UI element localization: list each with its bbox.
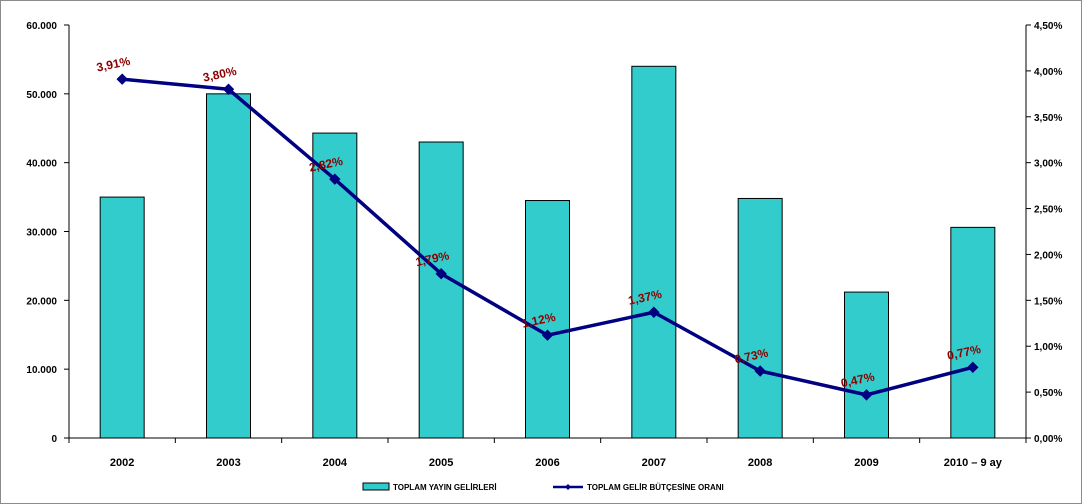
y-left-tick-label: 10.000 — [26, 365, 57, 376]
bar-0 — [99, 196, 145, 439]
y-right-tick-label: 3,50% — [1034, 113, 1062, 124]
line-marker-5 — [648, 306, 660, 318]
legend-swatch-bar — [362, 482, 390, 491]
y-right-tick-label: 0,50% — [1034, 388, 1062, 399]
data-label: 1,37% — [627, 287, 664, 308]
data-label: 0,47% — [840, 369, 877, 390]
line-marker-7 — [860, 389, 873, 401]
legend-label-line: TOPLAM GELİR BÜTÇESİNE ORANI — [587, 483, 724, 492]
data-label: 3,91% — [95, 54, 132, 75]
x-tick-label: 2008 — [748, 457, 772, 469]
y-left-tick-label: 40.000 — [26, 159, 57, 170]
data-label: 1,79% — [414, 248, 451, 269]
data-labels-layer: 3,91% 3,80% 2,82% 1,79% 1,12% 1,37% 0,73% 0,47%… — [95, 54, 982, 391]
bar-7 — [844, 291, 889, 439]
x-tick-label: 2003 — [216, 457, 240, 469]
y-left-tick-label: 20.000 — [26, 296, 57, 307]
x-tick-label: 2002 — [110, 457, 134, 469]
bar-8 — [950, 226, 996, 439]
legend-label-bar: TOPLAM YAYIN GELİRLERİ — [393, 483, 497, 492]
x-tick-label: 2010 – 9 ay — [944, 457, 1003, 469]
y-right-tick-label: 1,50% — [1034, 296, 1062, 307]
axes-layer: 0 10.000 20.000 30.000 40.000 50.000 60.000 0,0… — [26, 21, 1062, 469]
y-right-tick-label: 0,00% — [1034, 434, 1062, 445]
bar-4 — [525, 200, 570, 439]
y-left-tick-label: 50.000 — [26, 90, 57, 101]
x-tick-label: 2005 — [429, 457, 453, 469]
line-marker-6 — [754, 365, 766, 377]
line-marker-1 — [222, 83, 235, 95]
y-left-tick-label: 30.000 — [26, 228, 57, 239]
x-tick-label: 2009 — [854, 457, 878, 469]
line-layer — [116, 73, 979, 401]
line-marker-8 — [967, 361, 979, 374]
legend: TOPLAM YAYIN GELİRLERİ TOPLAM GELİR BÜTÇE… — [362, 482, 724, 492]
line-marker-4 — [541, 329, 554, 341]
data-label: 0,77% — [946, 342, 983, 363]
y-right-tick-label: 3,00% — [1034, 159, 1062, 170]
y-left-tick-label: 0 — [51, 434, 57, 445]
legend-swatch-marker — [565, 484, 571, 490]
bar-6 — [737, 197, 783, 439]
data-label: 3,80% — [202, 64, 239, 85]
y-right-tick-label: 2,00% — [1034, 250, 1062, 261]
y-right-tick-label: 4,00% — [1034, 67, 1062, 78]
line-marker-0 — [116, 73, 128, 85]
x-tick-label: 2004 — [323, 457, 348, 469]
bar-1 — [206, 93, 251, 439]
line-marker-2 — [329, 173, 341, 185]
line-marker-3 — [435, 268, 447, 280]
data-label: 1,12% — [521, 310, 558, 331]
x-tick-label: 2007 — [642, 457, 666, 469]
y-left-tick-label: 60.000 — [26, 21, 57, 32]
y-right-tick-label: 4,50% — [1034, 21, 1062, 32]
y-right-tick-label: 2,50% — [1034, 205, 1062, 216]
data-label: 0,73% — [733, 346, 770, 367]
bar-3 — [418, 141, 464, 439]
bars-layer — [99, 65, 996, 439]
x-tick-label: 2006 — [535, 457, 559, 469]
y-right-tick-label: 1,00% — [1034, 342, 1062, 353]
bar-5 — [631, 65, 677, 439]
data-label: 2,82% — [308, 154, 345, 175]
